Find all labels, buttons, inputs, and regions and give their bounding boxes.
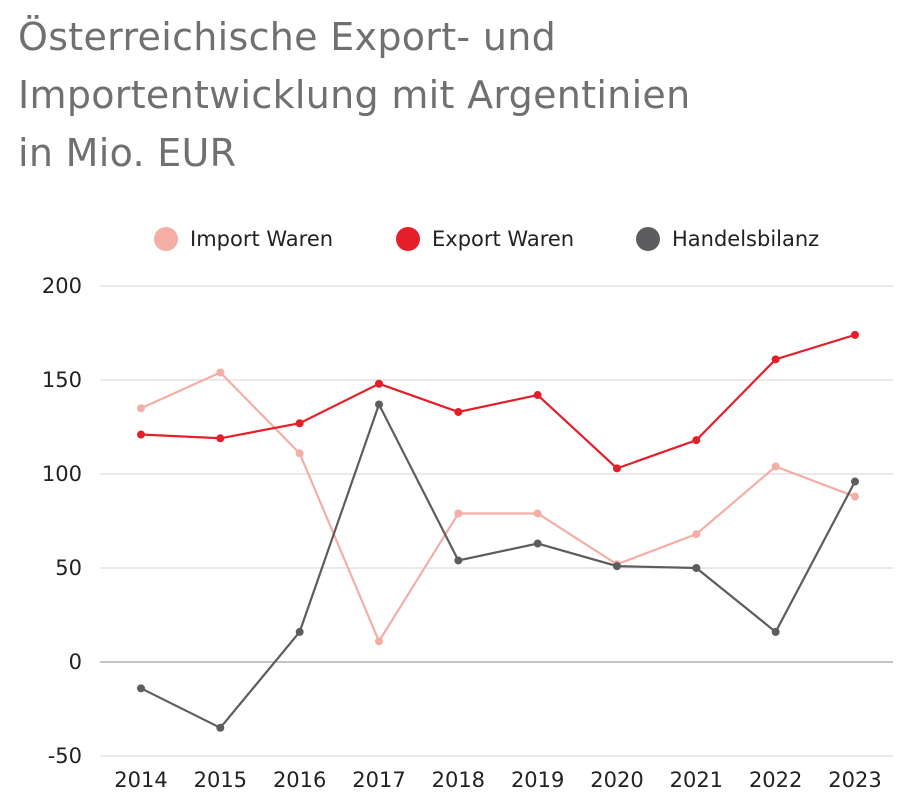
x-tick-label: 2014 [114, 768, 167, 792]
data-point[interactable] [533, 539, 542, 548]
data-point[interactable] [771, 627, 780, 636]
legend-label: Export Waren [432, 227, 574, 251]
data-point[interactable] [295, 419, 304, 428]
x-axis-ticks: 2014 2015 2016 2017 2018 2019 2020 2021 2022 2023 [114, 768, 881, 792]
data-point[interactable] [137, 404, 145, 413]
data-point[interactable] [137, 430, 145, 439]
series-line [140, 401, 856, 730]
series-export-waren [137, 330, 859, 473]
x-tick-label: 2017 [352, 768, 405, 792]
y-tick-label: -50 [48, 744, 82, 768]
data-point[interactable] [613, 464, 621, 473]
gridlines [100, 285, 893, 757]
legend-swatch [636, 227, 660, 251]
legend-swatch [154, 227, 178, 251]
chart-title-line-2: Importentwicklung mit Argentinien [18, 73, 691, 117]
data-point[interactable] [216, 368, 225, 377]
y-tick-label: 150 [42, 368, 82, 392]
data-point[interactable] [375, 379, 383, 388]
y-tick-label: 200 [42, 274, 82, 298]
series-group [137, 330, 859, 732]
data-point[interactable] [692, 530, 701, 539]
data-point[interactable] [454, 407, 463, 416]
data-point[interactable] [137, 684, 145, 693]
data-point[interactable] [851, 492, 859, 501]
x-tick-label: 2021 [670, 768, 723, 792]
data-point[interactable] [851, 330, 859, 339]
series-handelsbilanz [137, 400, 859, 732]
data-point[interactable] [771, 462, 780, 471]
legend-item[interactable]: Import Waren [154, 227, 333, 251]
legend: Import Waren Export Waren Handelsbilanz [154, 227, 819, 251]
data-point[interactable] [613, 562, 621, 571]
data-point[interactable] [771, 355, 780, 364]
data-point[interactable] [375, 637, 383, 646]
y-tick-label: 100 [42, 462, 82, 486]
data-point[interactable] [375, 400, 383, 409]
data-point[interactable] [216, 434, 225, 443]
data-point[interactable] [295, 449, 304, 458]
series-line [140, 371, 856, 644]
data-point[interactable] [216, 723, 225, 732]
y-tick-label: 50 [55, 556, 82, 580]
chart-title-line-3: in Mio. EUR [18, 131, 237, 175]
x-tick-label: 2016 [273, 768, 326, 792]
chart-title-line-1: Österreichische Export- und [18, 15, 557, 59]
x-tick-label: 2019 [511, 768, 564, 792]
data-point[interactable] [533, 391, 542, 400]
legend-swatch [396, 227, 420, 251]
legend-label: Import Waren [190, 227, 333, 251]
data-point[interactable] [454, 509, 463, 518]
x-tick-label: 2023 [828, 768, 881, 792]
y-tick-label: 0 [69, 650, 82, 674]
x-tick-label: 2018 [432, 768, 485, 792]
data-point[interactable] [692, 436, 701, 445]
x-tick-label: 2015 [194, 768, 247, 792]
data-point[interactable] [454, 556, 463, 565]
data-point[interactable] [295, 627, 304, 636]
legend-item[interactable]: Handelsbilanz [636, 227, 819, 251]
chart-title: Österreichische Export- und Importentwic… [18, 8, 691, 182]
data-point[interactable] [533, 509, 542, 518]
series-import-waren [137, 368, 859, 646]
x-tick-label: 2020 [590, 768, 643, 792]
y-axis-ticks: -50 0 50 100 150 200 [42, 274, 82, 768]
data-point[interactable] [692, 564, 701, 572]
legend-item[interactable]: Export Waren [396, 227, 574, 251]
legend-label: Handelsbilanz [672, 227, 819, 251]
x-tick-label: 2022 [749, 768, 802, 792]
data-point[interactable] [851, 477, 859, 486]
series-line [140, 333, 856, 470]
